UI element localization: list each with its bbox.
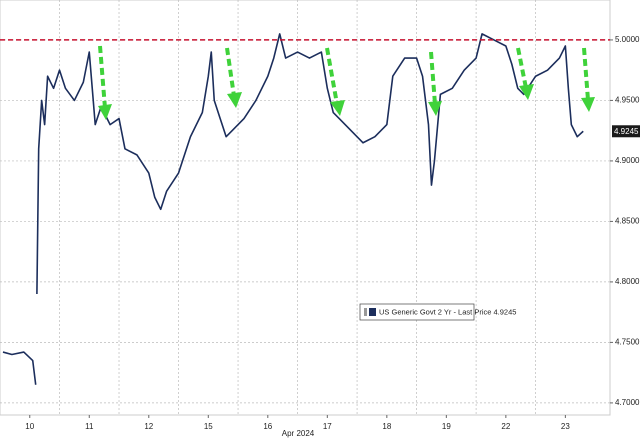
y-tick-label: 4.7500	[615, 338, 640, 347]
x-tick-label: 11	[85, 422, 94, 431]
plot-area	[0, 0, 611, 416]
y-tick-label: 4.9000	[615, 156, 640, 165]
y-tick-label: 4.8000	[615, 277, 640, 286]
x-tick-label: 16	[263, 422, 272, 431]
x-tick-label: 10	[25, 422, 34, 431]
y-tick-label: 4.9500	[615, 96, 640, 105]
x-tick-label: 19	[442, 422, 451, 431]
x-tick-label: 23	[561, 422, 570, 431]
x-tick-label: 22	[501, 422, 510, 431]
lines	[2, 33, 584, 385]
x-axis-label: Apr 2024	[282, 429, 315, 438]
price-line	[2, 33, 584, 385]
arrows	[98, 45, 595, 120]
x-tick-label: 17	[323, 422, 332, 431]
x-tick-label: 18	[382, 422, 391, 431]
legend-swatch	[364, 308, 367, 316]
last-price-box	[612, 125, 640, 138]
x-tick-label: 12	[144, 422, 153, 431]
grid	[0, 0, 610, 415]
y-tick-label: 4.7000	[615, 398, 640, 407]
y-tick-label: 5.0000	[615, 35, 640, 44]
legend-label: US Generic Govt 2 Yr - Last Price 4.9245	[379, 307, 516, 316]
x-tick-label: 15	[204, 422, 213, 431]
legend: US Generic Govt 2 Yr - Last Price 4.9245	[359, 303, 516, 321]
last-price-label: 4.9245	[614, 127, 639, 136]
legend-box	[359, 303, 475, 321]
y-tick-label: 4.8500	[615, 217, 640, 226]
legend-swatch	[369, 308, 376, 316]
